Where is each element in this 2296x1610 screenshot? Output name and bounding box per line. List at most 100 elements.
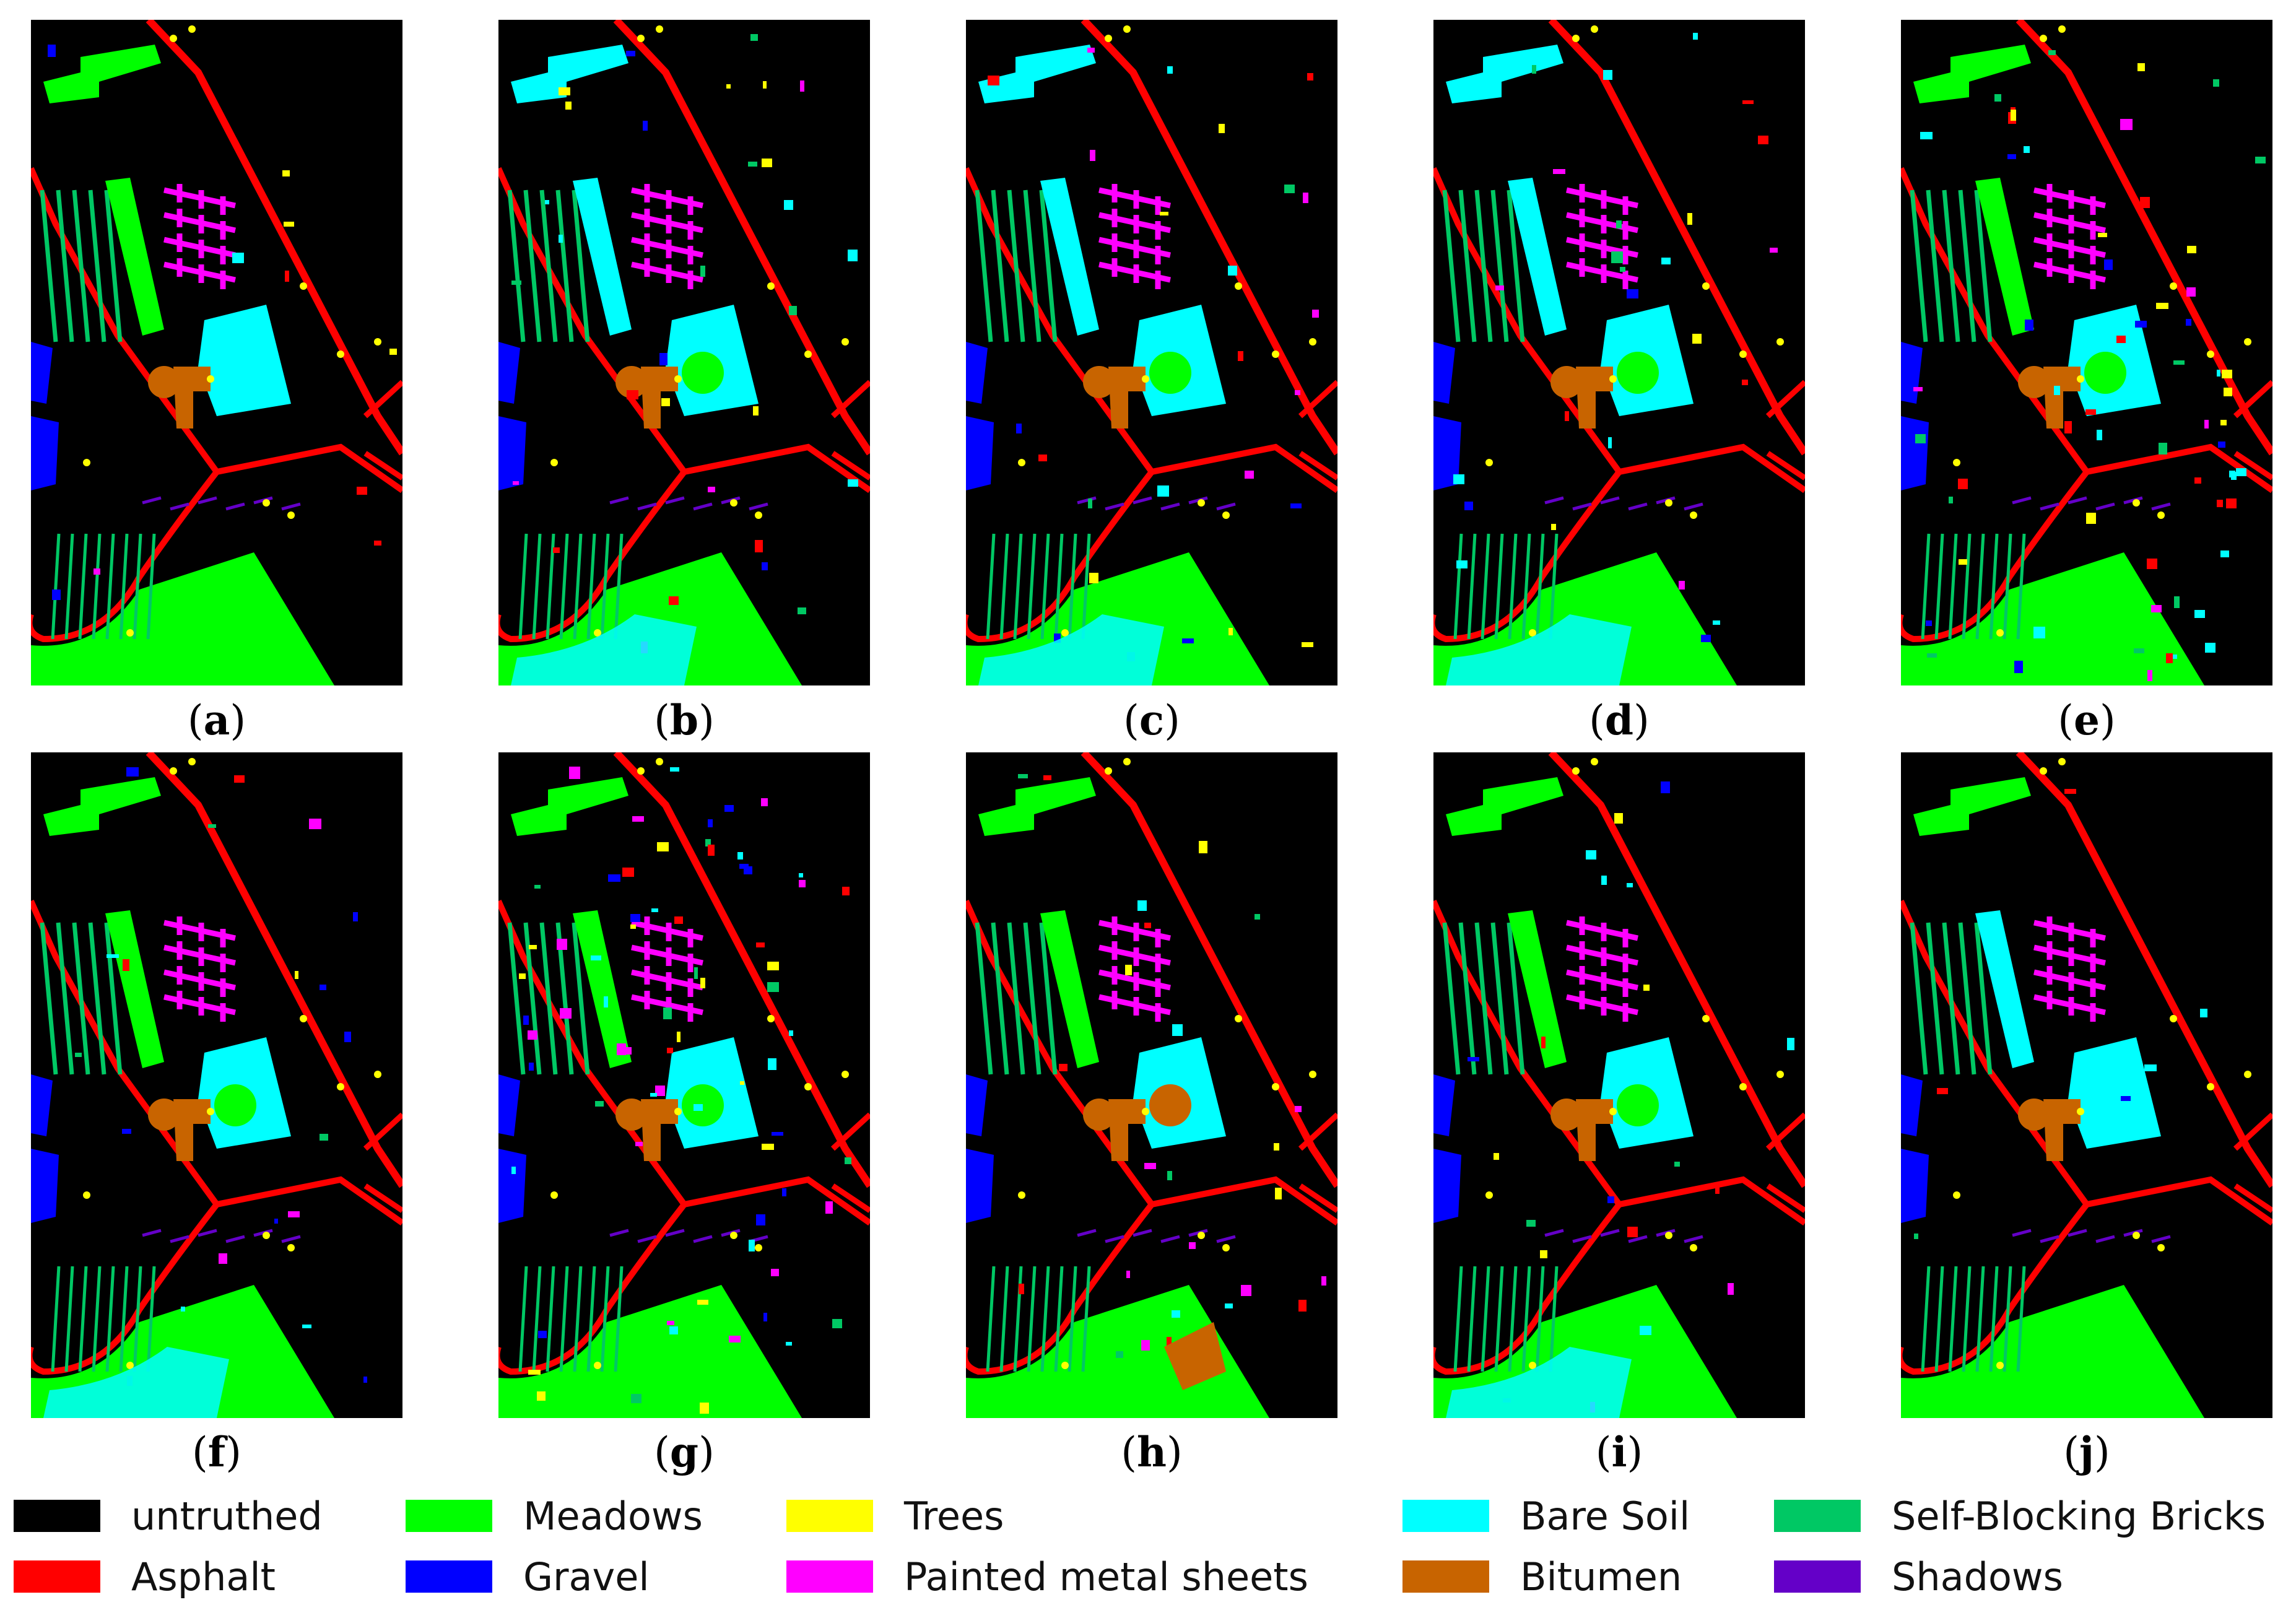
gravel-patch [1433,1074,1455,1136]
noise-pixel [1758,136,1768,144]
brick-stripe [1535,1266,1545,1372]
noise-pixel [2222,370,2232,378]
noise-pixel [1019,1284,1024,1294]
noise-pixel [832,1319,842,1328]
noise-pixel [363,1377,367,1383]
noise-pixel [181,1307,185,1312]
meadows-building [511,45,628,103]
tree-mark [1485,1191,1493,1199]
brick-stripe [1948,533,1958,640]
shadow-mark [2151,502,2171,511]
brick-stripe [1974,922,1993,1075]
shadow-mark [1133,496,1152,505]
painted-metal-sheet [1566,991,1638,1022]
shadow-mark [2012,1229,2032,1237]
tree-mark [1309,338,1316,346]
shadow-mark [721,1229,741,1237]
painted-metal-sheet [163,258,236,289]
shadow-mark [2012,496,2032,505]
brick-stripe [975,922,993,1075]
noise-pixel [988,76,999,85]
noise-pixel [1312,310,1319,318]
map-svg-h [966,752,1337,1418]
meadows-building [1913,777,2031,836]
meadows-building [511,777,628,836]
asphalt-road [146,20,402,456]
noise-pixel [2194,477,2201,484]
gravel-patch [31,1149,59,1223]
asphalt-road [613,20,870,456]
misclass-patch [1149,352,1191,394]
brick-stripe [64,533,74,640]
brick-stripe [1453,533,1463,640]
shadow-mark [225,1235,245,1243]
noise-pixel [1601,876,1607,885]
tree-mark [1061,1362,1069,1369]
noise-pixel [604,996,608,1007]
painted-metal-sheet [631,209,703,240]
brick-stripe [559,1266,569,1372]
tree-mark [1272,1083,1279,1090]
legend-item-painted-metal-sheets: Painted metal sheets [786,1554,1308,1599]
caption-h: (h) [1121,1428,1183,1476]
asphalt-road [2016,752,2272,1188]
brick-stripe [614,533,624,640]
tree-mark [1222,1244,1230,1251]
asphalt-road [1081,752,1337,1188]
brick-stripe [2002,533,2012,640]
tree-mark [1591,25,1598,33]
brick-stripe [555,189,574,342]
noise-pixel [1160,212,1168,215]
painted-metal-sheet [631,184,703,215]
noise-pixel [674,916,683,924]
noise-pixel [1245,471,1254,479]
asphalt-road [146,752,402,1188]
noise-pixel [295,971,298,979]
noise-pixel [2224,388,2232,396]
shadow-mark [693,1235,713,1243]
brick-stripe [586,533,596,640]
tree-mark [804,1083,812,1090]
legend-label: Asphalt [131,1554,276,1599]
noise-pixel [1693,33,1698,40]
bitumen-building [641,1099,678,1161]
tree-mark [1739,350,1747,358]
shadow-mark [637,502,657,511]
brick-stripe [1467,1266,1477,1372]
brick-stripe [1958,189,1976,342]
noise-pixel [667,1321,674,1325]
shadow-mark [2068,496,2087,505]
bitumen-building [2043,367,2081,429]
bare-soil-region [511,614,697,685]
painted-metal-sheet [1098,258,1171,289]
brick-stripe [1989,533,1999,640]
gravel-patch [498,1149,526,1223]
noise-pixel [284,222,294,227]
tree-mark [1953,459,1960,466]
bitumen-dome [148,1099,180,1131]
brick-stripe [1507,922,1525,1075]
painted-metal-sheet [163,941,236,972]
brick-stripe [1013,1266,1023,1372]
brick-stripe [532,533,542,640]
tree-mark [674,375,682,383]
noise-pixel [523,1016,529,1025]
shadow-mark [1600,1229,1620,1237]
brick-stripe [1023,922,1041,1075]
noise-pixel [2011,110,2016,121]
noise-pixel [631,1394,641,1403]
gravel-patch [1901,1149,1929,1223]
shadow-mark [1656,1229,1676,1237]
noise-pixel [1770,248,1778,253]
caption-d: (d) [1589,696,1650,744]
brick-stripe [600,533,610,640]
noise-pixel [1608,437,1612,448]
brick-stripe [507,189,526,342]
shadow-mark [637,1235,657,1243]
noise-pixel [1614,813,1623,824]
shadow-mark [721,496,741,505]
brick-stripe [1040,1266,1050,1372]
shadow-mark [2040,502,2059,511]
noise-pixel [2086,513,2096,524]
brick-stripe [1039,922,1058,1075]
